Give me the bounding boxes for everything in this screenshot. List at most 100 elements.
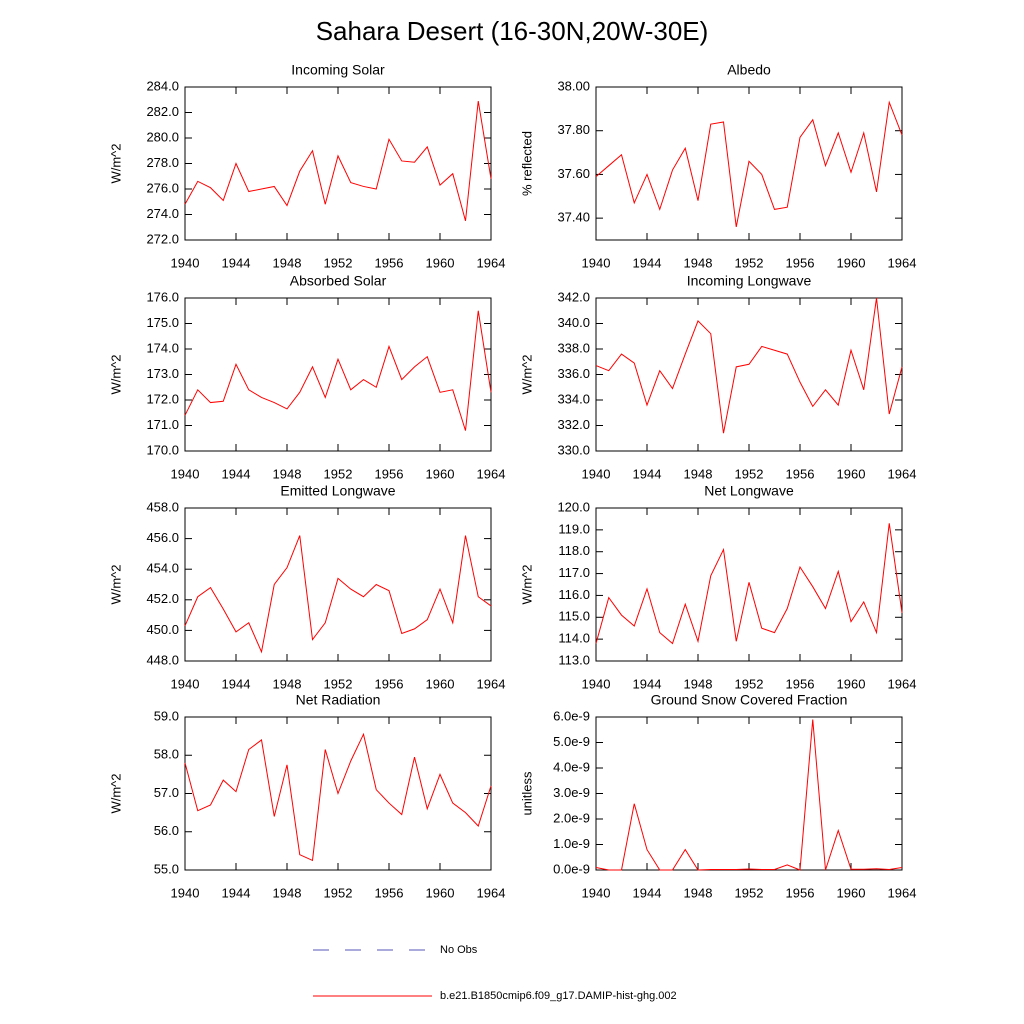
y-tick-label: 173.0 <box>146 366 179 381</box>
x-tick-label: 1940 <box>582 255 611 270</box>
data-line <box>184 100 492 222</box>
x-tick-label: 1940 <box>171 255 200 270</box>
data-line <box>184 732 492 862</box>
y-tick-label: 119.0 <box>558 521 590 536</box>
subplot-title: Albedo <box>727 62 771 78</box>
x-tick-label: 1956 <box>375 885 404 900</box>
x-tick-label: 1944 <box>222 885 251 900</box>
y-tick-label: 37.40 <box>557 210 590 225</box>
y-tick-label: 59.0 <box>154 708 179 723</box>
x-tick-label: 1964 <box>477 466 506 481</box>
y-tick-label: 38.00 <box>557 78 590 93</box>
y-tick-label: 114.0 <box>558 631 590 646</box>
y-axis-label: W/m^2 <box>519 354 534 394</box>
y-tick-label: 115.0 <box>558 609 590 624</box>
x-tick-label: 1948 <box>684 885 713 900</box>
y-axis-label: W/m^2 <box>108 564 123 604</box>
x-tick-label: 1948 <box>273 255 302 270</box>
y-tick-label: 332.0 <box>557 417 590 432</box>
x-tick-label: 1944 <box>222 676 251 691</box>
data-line <box>595 100 903 227</box>
x-tick-label: 1964 <box>477 676 506 691</box>
y-axis-label: W/m^2 <box>108 143 123 183</box>
y-tick-label: 280.0 <box>146 129 179 144</box>
y-tick-label: 3.0e-9 <box>553 785 590 800</box>
x-tick-label: 1944 <box>222 466 251 481</box>
data-line <box>595 719 903 871</box>
x-tick-label: 1940 <box>582 676 611 691</box>
y-tick-label: 450.0 <box>146 622 179 637</box>
y-tick-label: 116.0 <box>558 587 590 602</box>
plot-frame <box>595 716 903 871</box>
x-tick-label: 1952 <box>735 255 764 270</box>
subplot-title: Net Radiation <box>296 692 381 708</box>
x-tick-label: 1960 <box>426 676 455 691</box>
x-tick-label: 1940 <box>582 885 611 900</box>
x-tick-label: 1944 <box>633 676 662 691</box>
x-tick-label: 1952 <box>324 255 353 270</box>
x-tick-label: 1940 <box>171 676 200 691</box>
y-tick-label: 5.0e-9 <box>553 734 590 749</box>
y-tick-label: 0.0e-9 <box>553 861 590 876</box>
subplot-title: Incoming Solar <box>291 62 385 78</box>
y-tick-label: 340.0 <box>557 315 590 330</box>
y-axis-label: W/m^2 <box>108 773 123 813</box>
subplot-title: Incoming Longwave <box>687 273 812 289</box>
y-tick-label: 56.0 <box>154 823 179 838</box>
x-tick-label: 1948 <box>684 255 713 270</box>
legend-label: No Obs <box>440 944 478 956</box>
y-axis-label: % reflected <box>519 131 534 196</box>
x-tick-label: 1940 <box>582 466 611 481</box>
y-tick-label: 336.0 <box>557 366 590 381</box>
x-tick-label: 1952 <box>735 466 764 481</box>
x-tick-label: 1948 <box>684 676 713 691</box>
y-tick-label: 120.0 <box>557 499 590 514</box>
x-tick-label: 1960 <box>837 255 866 270</box>
data-line <box>184 535 492 654</box>
y-tick-label: 172.0 <box>146 391 179 406</box>
y-tick-label: 174.0 <box>146 340 179 355</box>
x-tick-label: 1960 <box>426 466 455 481</box>
subplot-title: Ground Snow Covered Fraction <box>651 692 848 708</box>
x-tick-label: 1944 <box>222 255 251 270</box>
y-tick-label: 448.0 <box>146 652 179 667</box>
plot-frame <box>184 297 492 452</box>
y-tick-label: 170.0 <box>146 442 179 457</box>
y-tick-label: 4.0e-9 <box>553 759 590 774</box>
legend-label: b.e21.B1850cmip6.f09_g17.DAMIP-hist-ghg.… <box>440 990 677 1002</box>
x-tick-label: 1948 <box>273 676 302 691</box>
x-tick-label: 1952 <box>324 466 353 481</box>
subplot-title: Net Longwave <box>704 483 794 499</box>
x-tick-label: 1956 <box>375 676 404 691</box>
x-tick-label: 1964 <box>888 885 917 900</box>
x-tick-label: 1964 <box>888 676 917 691</box>
y-tick-label: 458.0 <box>146 499 179 514</box>
figure-title: Sahara Desert (16-30N,20W-30E) <box>316 16 709 46</box>
y-tick-label: 171.0 <box>146 417 179 432</box>
y-tick-label: 176.0 <box>146 289 179 304</box>
x-tick-label: 1948 <box>684 466 713 481</box>
x-tick-label: 1956 <box>375 466 404 481</box>
subplot-title: Emitted Longwave <box>280 483 395 499</box>
x-tick-label: 1952 <box>735 676 764 691</box>
plot-frame <box>184 86 492 241</box>
x-tick-label: 1960 <box>426 885 455 900</box>
data-line <box>595 297 903 434</box>
y-axis-label: unitless <box>519 771 534 816</box>
x-tick-label: 1952 <box>735 885 764 900</box>
y-tick-label: 117.0 <box>558 565 590 580</box>
x-tick-label: 1952 <box>324 885 353 900</box>
x-tick-label: 1944 <box>633 255 662 270</box>
y-tick-label: 284.0 <box>146 78 179 93</box>
y-axis-label: W/m^2 <box>519 564 534 604</box>
x-tick-label: 1960 <box>837 885 866 900</box>
x-tick-label: 1956 <box>375 255 404 270</box>
x-tick-label: 1948 <box>273 466 302 481</box>
x-tick-label: 1960 <box>837 466 866 481</box>
y-tick-label: 2.0e-9 <box>553 810 590 825</box>
y-tick-label: 57.0 <box>154 785 179 800</box>
y-tick-label: 276.0 <box>146 180 179 195</box>
y-tick-label: 452.0 <box>146 591 179 606</box>
x-tick-label: 1940 <box>171 466 200 481</box>
